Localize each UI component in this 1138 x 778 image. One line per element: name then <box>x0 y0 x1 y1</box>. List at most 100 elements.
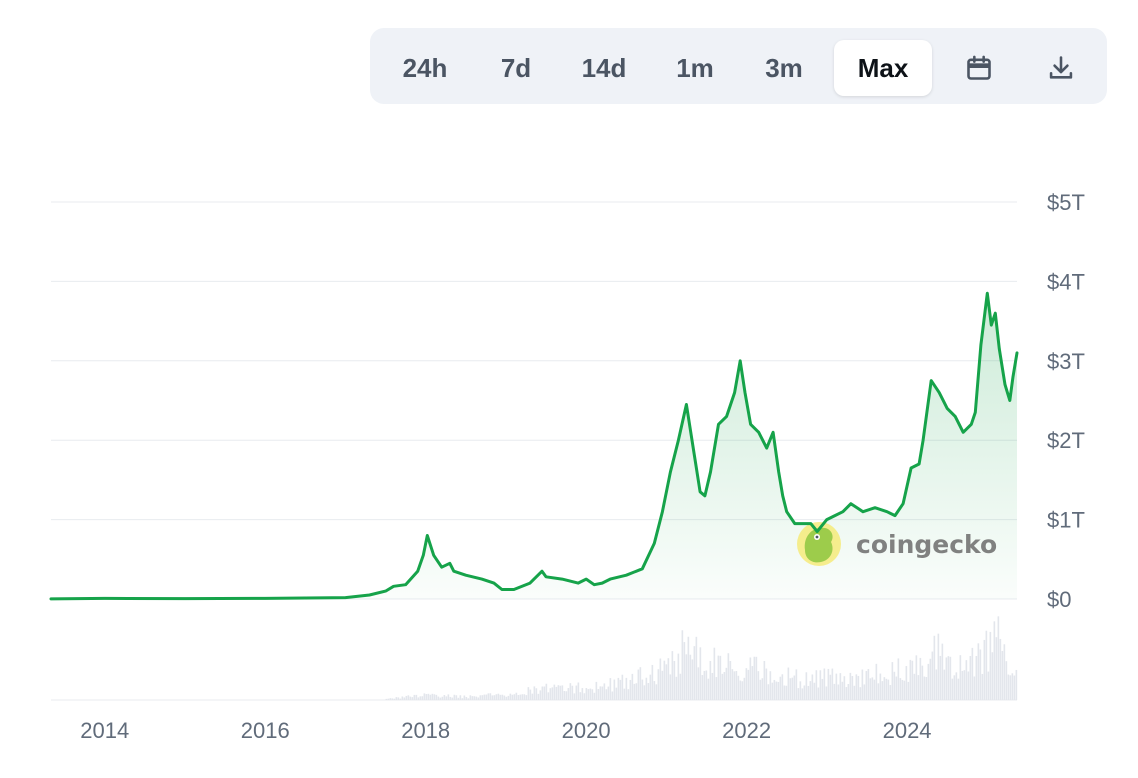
volume-bar <box>957 678 960 700</box>
volume-bar <box>935 669 938 700</box>
volume-bar <box>727 653 730 700</box>
volume-bar <box>493 695 496 700</box>
volume-bar <box>741 681 744 700</box>
grid-lines <box>51 201 1017 701</box>
volume-bar <box>981 673 984 700</box>
volume-bar <box>867 669 870 700</box>
volume-bar <box>987 671 990 700</box>
range-14d-button[interactable]: 14d <box>560 40 648 96</box>
volume-bar <box>775 681 778 700</box>
volume-bar <box>921 665 924 700</box>
volume-bar <box>913 673 916 700</box>
x-tick-label: 2020 <box>562 718 611 743</box>
range-1m-button[interactable]: 1m <box>654 40 736 96</box>
volume-bar <box>753 656 756 700</box>
calendar-button[interactable] <box>938 40 1020 96</box>
volume-bar <box>633 683 636 700</box>
y-tick-label: $5T <box>1047 190 1085 215</box>
volume-bar <box>977 643 980 700</box>
y-tick-label: $4T <box>1047 269 1085 294</box>
volume-bar <box>391 698 394 700</box>
volume-bar <box>435 694 438 700</box>
volume-bar <box>707 678 710 700</box>
volume-bar <box>563 690 566 700</box>
volume-bar <box>565 691 568 700</box>
volume-bar <box>387 698 390 700</box>
volume-bar <box>905 666 908 700</box>
volume-bar <box>547 692 550 700</box>
volume-bar <box>695 636 698 700</box>
volume-bar <box>879 673 882 700</box>
volume-bar <box>837 684 840 700</box>
volume-bar <box>1007 674 1010 700</box>
volume-bar <box>733 671 736 700</box>
volume-bar <box>485 694 488 700</box>
volume-bar <box>739 680 742 700</box>
range-24h-button[interactable]: 24h <box>384 40 466 96</box>
volume-bar <box>805 672 808 700</box>
x-tick-label: 2024 <box>883 718 932 743</box>
volume-bar <box>661 670 664 700</box>
volume-bar <box>519 694 522 700</box>
volume-bar <box>671 651 674 700</box>
volume-bar <box>413 694 416 700</box>
volume-bar <box>627 689 630 700</box>
y-axis-ticks: $0 $1T $2T $3T $4T $5T <box>1047 190 1085 612</box>
volume-bar <box>989 631 992 700</box>
volume-bar <box>693 646 696 700</box>
volume-bar <box>783 685 786 700</box>
volume-bar <box>809 681 812 700</box>
volume-bar <box>395 697 398 700</box>
volume-bar <box>513 694 516 700</box>
volume-bar <box>797 688 800 700</box>
volume-bar <box>861 669 864 700</box>
volume-bar <box>567 688 570 700</box>
volume-bar <box>911 660 914 700</box>
volume-bar <box>1001 650 1004 700</box>
volume-bar <box>505 696 508 700</box>
volume-bar <box>495 694 498 700</box>
volume-bar <box>655 684 658 700</box>
volume-bar <box>725 667 728 700</box>
volume-bar <box>625 677 628 700</box>
volume-bar <box>971 647 974 700</box>
volume-bar <box>903 680 906 700</box>
download-button[interactable] <box>1020 40 1102 96</box>
volume-bar <box>923 676 926 700</box>
volume-bar <box>399 698 402 700</box>
volume-bar <box>1011 673 1014 700</box>
volume-bar <box>481 695 484 700</box>
volume-bar <box>535 688 538 700</box>
volume-bar <box>489 693 492 700</box>
volume-bar <box>785 685 788 700</box>
range-7d-button[interactable]: 7d <box>478 40 554 96</box>
volume-bar <box>511 694 514 700</box>
volume-bar <box>685 654 688 700</box>
volume-bar <box>619 679 622 700</box>
volume-bar <box>433 694 436 700</box>
volume-bar <box>555 686 558 700</box>
volume-bar <box>595 681 598 700</box>
volume-bar <box>539 690 542 700</box>
volume-bar <box>669 674 672 700</box>
volume-bar <box>647 683 650 700</box>
range-max-button[interactable]: Max <box>834 40 932 96</box>
volume-bar <box>501 694 504 700</box>
volume-bar <box>529 689 532 700</box>
volume-bar <box>461 698 464 700</box>
volume-bar <box>859 687 862 700</box>
volume-bar <box>951 678 954 700</box>
volume-bar <box>953 675 956 700</box>
volume-bar <box>431 693 434 700</box>
range-3m-button[interactable]: 3m <box>742 40 826 96</box>
volume-bar <box>651 664 654 700</box>
volume-bar <box>761 678 764 700</box>
volume-bar <box>437 696 440 700</box>
volume-bar <box>507 695 510 700</box>
volume-bar <box>699 647 702 700</box>
watermark-text: coingecko <box>856 530 997 559</box>
range-toolbar: 24h 7d 14d 1m 3m Max <box>370 28 1107 104</box>
x-tick-label: 2022 <box>722 718 771 743</box>
volume-bar <box>691 659 694 700</box>
